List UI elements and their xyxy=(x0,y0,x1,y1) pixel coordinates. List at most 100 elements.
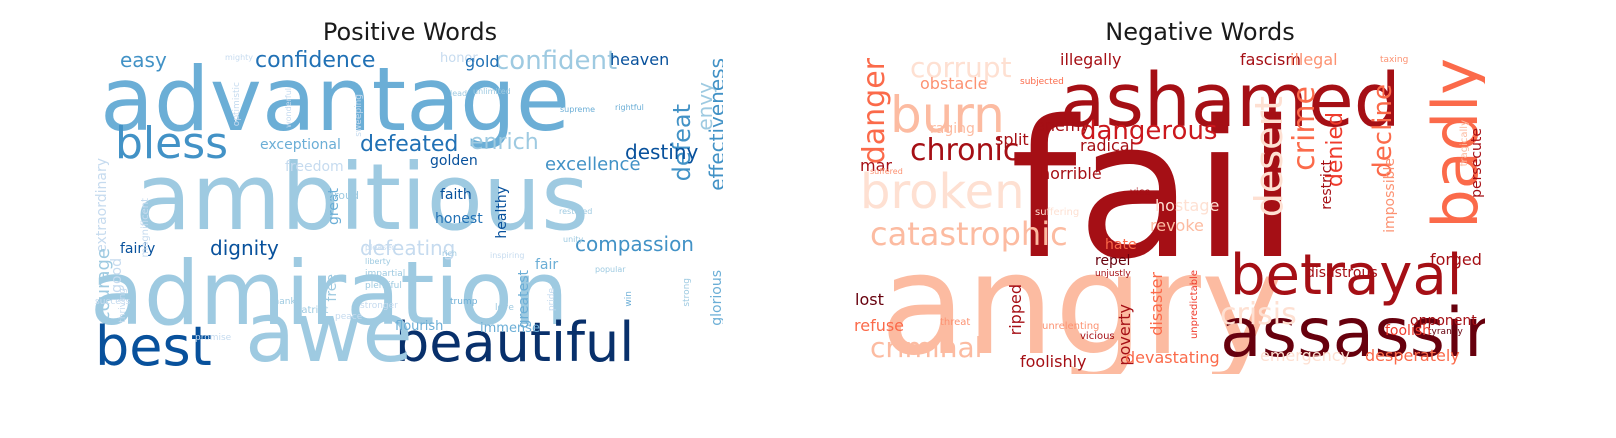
positive-word-cloud: advantage ambitious admiration beautiful bes… xyxy=(95,48,723,374)
word-mar: mar xyxy=(860,156,892,175)
word-compassion: compassion xyxy=(575,232,694,256)
word-restrict: restrict xyxy=(1319,160,1335,210)
word-lead: lead xyxy=(450,89,468,98)
word-exceptional: exceptional xyxy=(260,137,341,153)
word-enemy: enemy xyxy=(1035,116,1090,135)
word-optimistic: optimistic xyxy=(232,82,242,127)
word-honor: honor xyxy=(440,51,478,66)
word-subjected: subjected xyxy=(1020,77,1064,87)
word-rightful: rightful xyxy=(615,103,644,112)
word-thriving: thriving xyxy=(118,288,128,323)
word-ashamed: ashamed xyxy=(1060,58,1401,144)
word-bless: bless xyxy=(115,118,229,169)
positive-words-panel: Positive Words advantage ambitious admirat… xyxy=(40,0,780,438)
word-split: split xyxy=(995,130,1029,149)
word-danger: danger xyxy=(857,58,892,165)
word-persecute: persecute xyxy=(1469,128,1485,198)
panel-title: Positive Words xyxy=(322,18,498,46)
word-love: love xyxy=(495,303,514,313)
negative-word-cloud: fail angry ashamed badly assassin betrayal bro… xyxy=(850,48,1485,374)
word-golden: golden xyxy=(430,153,478,169)
word-healthy: healthy xyxy=(494,186,510,239)
word-tragically: tragically xyxy=(1459,120,1470,167)
word-obstacle: obstacle xyxy=(920,74,988,93)
word-horrible: horrible xyxy=(1040,164,1102,183)
word-desert: desert xyxy=(1247,96,1291,218)
word-repel: repel xyxy=(1095,253,1131,269)
word-magnificent: magnificent xyxy=(140,198,151,258)
word-disaster: disaster xyxy=(1147,272,1166,336)
word-stronger: stronger xyxy=(360,301,398,311)
word-restored: restored xyxy=(559,207,593,216)
word-enrich: enrich xyxy=(470,130,539,155)
word-hate: hate xyxy=(1105,237,1137,253)
negative-words-panel: Negative Words fail angry ashamed badly assa… xyxy=(800,0,1600,438)
word-liberty: liberty xyxy=(365,257,391,266)
word-suffered: suffered xyxy=(870,167,903,176)
panel-title: Negative Words xyxy=(1105,18,1295,46)
word-sweeping: sweeping xyxy=(354,94,364,137)
word-devastating: devastating xyxy=(1125,348,1220,367)
word-rich: rich xyxy=(442,249,457,258)
word-crisis: crisis xyxy=(1220,297,1297,332)
word-vice: vice xyxy=(1130,187,1151,198)
word-raging: raging xyxy=(930,121,975,137)
word-pride: pride xyxy=(547,288,557,312)
word-heaven: heaven xyxy=(610,50,670,69)
word-dignity: dignity xyxy=(210,236,279,260)
word-burn: burn xyxy=(890,86,1005,144)
word-confidence: confidence xyxy=(255,48,376,73)
word-trump: trump xyxy=(450,297,478,307)
word-broken: broken xyxy=(860,164,1025,220)
word-best: best xyxy=(95,315,212,374)
word-fascism: fascism xyxy=(1240,50,1301,69)
word-desperately: desperately xyxy=(1365,346,1460,365)
word-effectiveness: effectiveness xyxy=(705,58,723,191)
word-pleased: pleased xyxy=(365,243,397,252)
word-destiny: destiny xyxy=(625,140,699,164)
word-crime: crime xyxy=(1287,86,1322,171)
word-admiration: admiration xyxy=(95,242,569,345)
word-advantage: advantage xyxy=(100,48,570,151)
word-ambitious: ambitious xyxy=(135,144,590,251)
word-beautiful: beautiful xyxy=(395,311,635,374)
word-gold: gold xyxy=(465,52,500,71)
word-unjustly: unjustly xyxy=(1095,269,1131,279)
word-unrelenting: unrelenting xyxy=(1042,321,1100,332)
word-dangerous: dangerous xyxy=(1080,116,1218,146)
word-patriot: patriot xyxy=(295,305,329,316)
word-catastrophic: catastrophic xyxy=(870,215,1068,253)
word-proud: proud xyxy=(327,189,359,202)
word-disastrous: disastrous xyxy=(1306,265,1378,281)
word-illegally: illegally xyxy=(1060,50,1122,69)
word-awe: awe xyxy=(245,286,413,375)
word-refuse: refuse xyxy=(854,316,905,335)
word-hostage: hostage xyxy=(1155,196,1220,215)
word-defeating: defeating xyxy=(360,236,456,260)
word-opponent: opponent xyxy=(1410,313,1477,329)
word-excellence: excellence xyxy=(545,154,641,175)
word-easy: easy xyxy=(120,48,167,72)
word-thank: thank xyxy=(270,297,296,307)
word-peace: peace xyxy=(335,312,363,322)
word-illegal: illegal xyxy=(1290,50,1338,69)
word-taxing: taxing xyxy=(1380,55,1409,65)
word-immense: immense xyxy=(480,321,540,336)
word-fail: fail xyxy=(1010,80,1299,301)
word-fairly: fairly xyxy=(120,241,156,257)
word-fair: fair xyxy=(535,257,559,273)
word-greatest: greatest xyxy=(516,270,532,329)
word-chronic: chronic xyxy=(910,133,1020,168)
word-threat: threat xyxy=(940,317,971,328)
word-supreme: supreme xyxy=(560,105,596,114)
word-success: success xyxy=(95,297,131,307)
word-impossible: impossible xyxy=(1382,158,1398,233)
word-mighty: mighty xyxy=(225,53,254,62)
word-unpredictable: unpredictable xyxy=(1189,270,1200,340)
word-honest: honest xyxy=(435,211,483,227)
word-vicious: vicious xyxy=(1080,331,1115,342)
word-glorious: glorious xyxy=(709,270,723,326)
word-confident: confident xyxy=(495,48,618,76)
word-unlimited: unlimited xyxy=(473,87,511,96)
word-lost: lost xyxy=(855,290,884,309)
